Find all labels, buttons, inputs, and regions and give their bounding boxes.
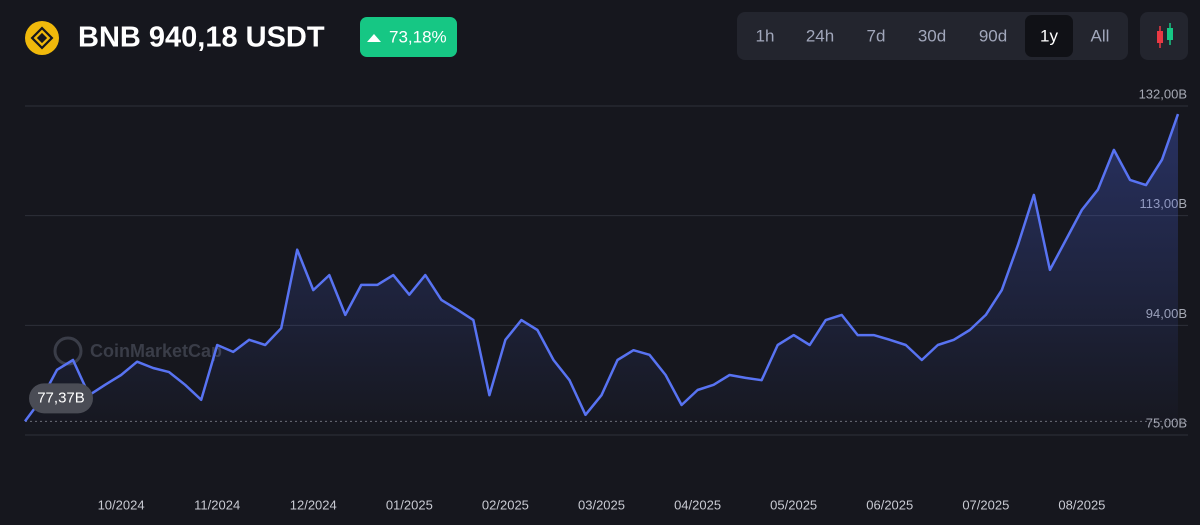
range-button[interactable]: 7d — [867, 26, 886, 45]
area-fill — [25, 114, 1178, 435]
start-badge — [29, 383, 93, 414]
range-active — [1025, 15, 1073, 57]
range-button[interactable]: All — [1091, 26, 1110, 45]
change-arrow — [367, 34, 381, 42]
y-tick-label: 132,00B — [1139, 86, 1187, 101]
x-tick-label: 06/2025 — [866, 497, 913, 512]
change-value: 73,18% — [389, 27, 447, 46]
candle-toggle[interactable] — [1140, 12, 1188, 60]
x-tick-label: 08/2025 — [1058, 497, 1105, 512]
x-tick-label: 04/2025 — [674, 497, 721, 512]
x-tick-label: 07/2025 — [962, 497, 1009, 512]
change-badge — [360, 17, 457, 57]
chart-title: BNB 940,18 USDT — [78, 22, 325, 54]
x-tick-label: 10/2024 — [98, 497, 145, 512]
coin-icon-glyph — [30, 26, 54, 50]
x-tick-label: 11/2024 — [194, 497, 240, 512]
x-tick-label: 05/2025 — [770, 497, 817, 512]
x-tick-label: 12/2024 — [290, 497, 337, 512]
x-tick-label: 03/2025 — [578, 497, 625, 512]
watermark: CoinMarketCap — [90, 341, 222, 361]
range-button[interactable]: 30d — [918, 26, 946, 45]
range-button[interactable]: 90d — [979, 26, 1007, 45]
x-tick-label: 02/2025 — [482, 497, 529, 512]
candle-icon — [1157, 23, 1173, 48]
price-line — [23, 113, 1180, 423]
range-button[interactable]: 1y — [1040, 26, 1058, 45]
start-badge-label: 77,37B — [37, 389, 85, 406]
range-button[interactable]: 24h — [806, 26, 834, 45]
x-tick-label: 01/2025 — [386, 497, 433, 512]
range-button[interactable]: 1h — [756, 26, 775, 45]
